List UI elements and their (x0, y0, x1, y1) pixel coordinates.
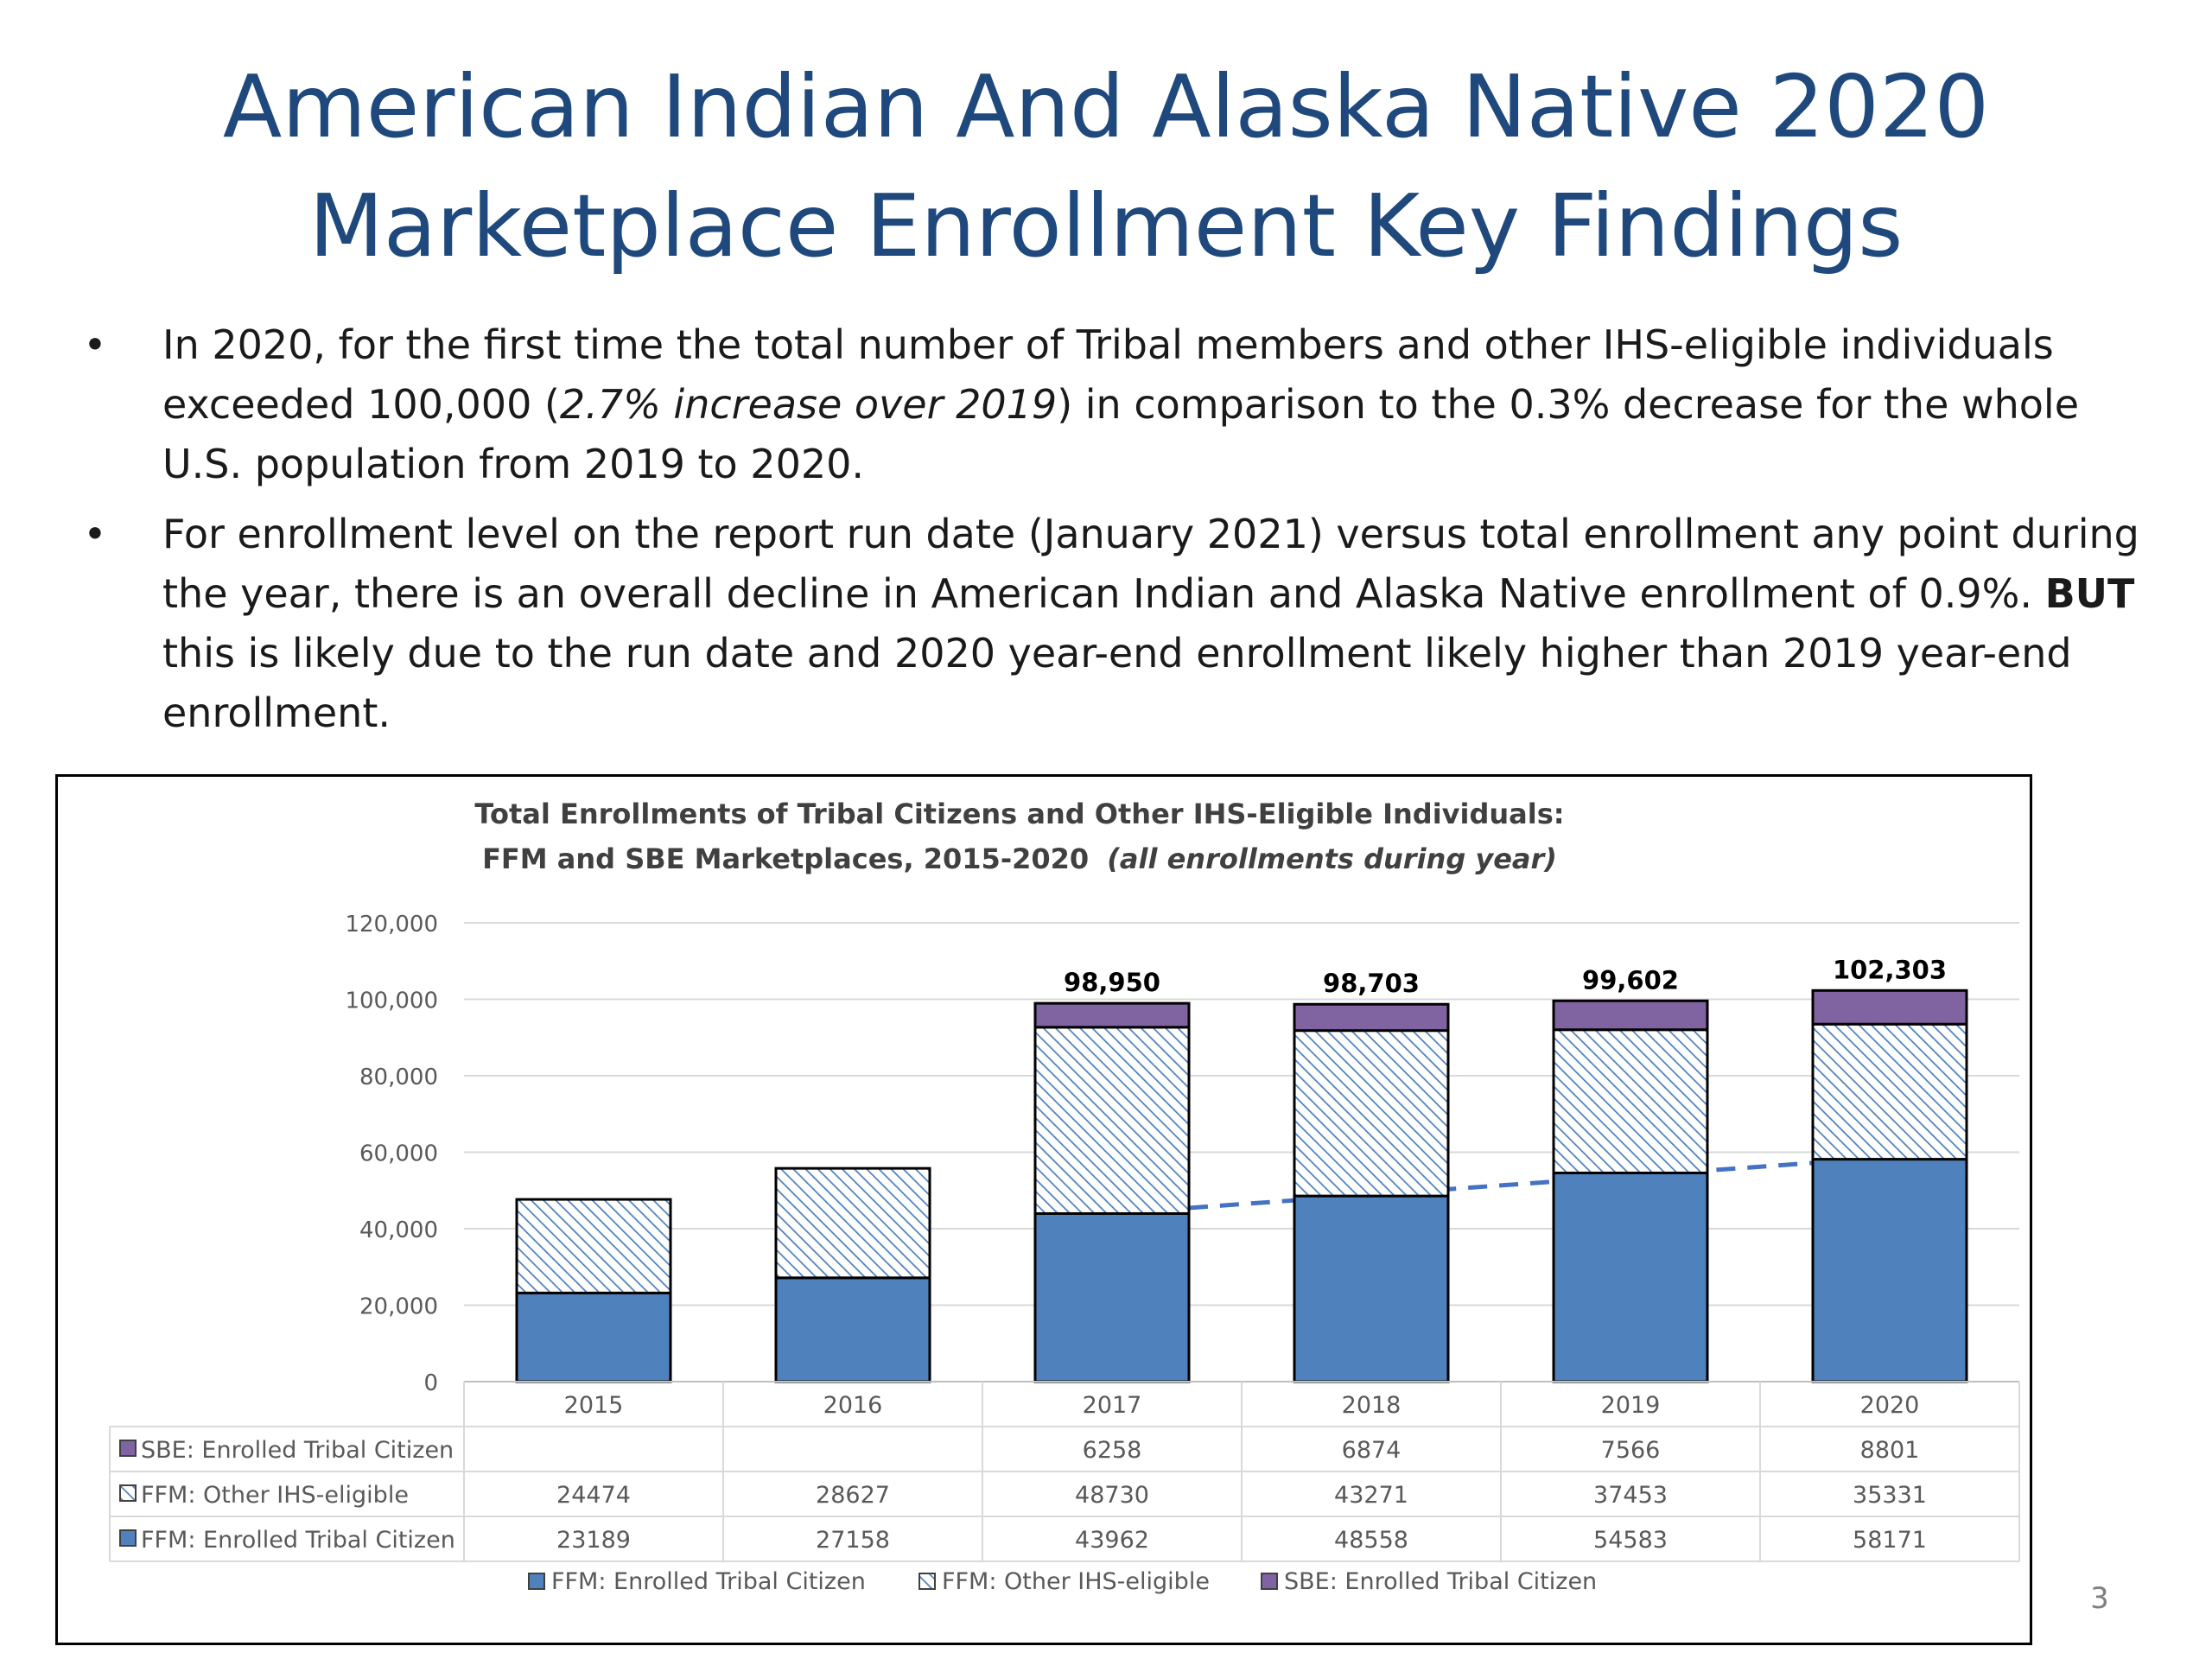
legend-label: FFM: Enrolled Tribal Citizen (551, 1568, 866, 1595)
bullet-2-text-end: this is likely due to the run date and 2… (162, 630, 2072, 736)
bar-segment-2018-sbe-enrolled (1293, 1002, 1450, 1033)
category-label-2020: 2020 (1860, 1392, 1920, 1419)
page-number: 3 (2090, 1581, 2109, 1616)
table-cell: 28627 (816, 1482, 890, 1509)
bar-segment-2020-ffm-enrolled (1811, 1158, 1968, 1383)
bar-segment-2015-ffm-enrolled (515, 1291, 672, 1383)
table-cell: 24474 (556, 1482, 631, 1509)
bar-segment-2018-ffm-other (1293, 1029, 1450, 1198)
y-tick-label: 0 (423, 1370, 438, 1396)
legend-key (918, 1573, 936, 1590)
bar-segment-2015-ffm-other (515, 1198, 672, 1294)
bullet-2-text-start: For enrollment level on the report run d… (162, 511, 2139, 617)
bullet-item-1: • In 2020, for the first time the total … (78, 315, 2152, 494)
bar-segment-2016-ffm-enrolled (774, 1276, 931, 1383)
bar-segment-2020-sbe-enrolled (1811, 988, 1968, 1026)
table-cell: 27158 (816, 1527, 890, 1554)
bar-segment-2020-ffm-other (1811, 1022, 1968, 1161)
table-cell: 8801 (1860, 1437, 1920, 1464)
table-cell: 6874 (1342, 1437, 1402, 1464)
bullet-2-bold-text: BUT (2044, 570, 2135, 617)
bullet-1-text-start: In 2020, for the first time the total nu… (162, 321, 2054, 428)
legend-key (528, 1573, 545, 1590)
data-table: 2015 2016 2017 2018 2019 2020 SBE: Enrolled Tr… (109, 1381, 2020, 1562)
table-cell: 48558 (1334, 1527, 1408, 1554)
table-cell: 54583 (1593, 1527, 1668, 1554)
bullet-list: • In 2020, for the first time the total … (78, 315, 2152, 753)
table-row-label: SBE: Enrolled Tribal Citizen (141, 1437, 454, 1464)
category-label-2018: 2018 (1342, 1392, 1402, 1419)
bar-segment-2017-sbe-enrolled (1033, 1001, 1191, 1029)
table-cell: 43271 (1334, 1482, 1408, 1509)
bullet-marker: • (83, 511, 107, 557)
bullet-item-2: • For enrollment level on the report run… (78, 505, 2152, 743)
bar-segment-2019-ffm-other (1552, 1028, 1709, 1174)
table-cell: 48730 (1075, 1482, 1149, 1509)
legend-label: SBE: Enrolled Tribal Citizen (1284, 1568, 1597, 1595)
total-label-2019: 99,602 (1582, 965, 1679, 995)
gridlines (464, 922, 2019, 1306)
chart-frame: Total Enrollments of Tribal Citizens and… (55, 774, 2032, 1645)
bar-segment-2017-ffm-other (1033, 1026, 1191, 1215)
y-tick-label: 20,000 (359, 1294, 438, 1320)
table-cell: 6258 (1083, 1437, 1142, 1464)
table-legend-key (119, 1440, 137, 1457)
slide-title-line-1: American Indian And Alaska Native 2020 (222, 56, 1990, 157)
table-cell: 43962 (1075, 1527, 1149, 1554)
table-cell: 23189 (556, 1527, 631, 1554)
y-tick-label: 80,000 (359, 1065, 438, 1090)
table-legend-key (119, 1529, 137, 1547)
category-label-2016: 2016 (823, 1392, 883, 1419)
category-label-2015: 2015 (564, 1392, 624, 1419)
total-label-2017: 98,950 (1064, 968, 1160, 997)
bars (515, 988, 1968, 1383)
table-cell: 58171 (1853, 1527, 1927, 1554)
trendline-dashed (1188, 1160, 1814, 1211)
y-axis: 0 20,000 40,000 60,000 80,000 100,000 120,000 (345, 912, 438, 1396)
trendline (1188, 1160, 1814, 1211)
table-legend-key (119, 1484, 137, 1502)
y-tick-label: 40,000 (359, 1217, 438, 1243)
total-label-2020: 102,303 (1833, 955, 1947, 984)
bullet-1-text-end: ) in comparison to the 0.3% decrease for… (162, 381, 2079, 487)
legend-label: FFM: Other IHS-eligible (942, 1568, 1210, 1595)
chart-title-line-1: Total Enrollments of Tribal Citizens and… (474, 798, 1564, 830)
bullet-marker: • (83, 321, 107, 368)
slide-title: American Indian And Alaska Native 2020 M… (0, 48, 2212, 286)
category-label-2017: 2017 (1083, 1392, 1142, 1419)
enrollment-chart: Total Enrollments of Tribal Citizens and… (109, 798, 2020, 1595)
y-tick-label: 120,000 (345, 912, 438, 938)
table-cell: 7566 (1601, 1437, 1661, 1464)
total-labels: 98,950 98,703 99,602 102,303 (1064, 955, 1947, 998)
table-cell: 37453 (1593, 1482, 1668, 1509)
table-cell: 35331 (1853, 1482, 1927, 1509)
y-tick-label: 100,000 (345, 988, 438, 1014)
slide-title-line-2: Marketplace Enrollment Key Findings (308, 175, 1904, 276)
bar-segment-2017-ffm-enrolled (1033, 1211, 1191, 1383)
bar-segment-2016-ffm-other (774, 1166, 931, 1280)
bar-segment-2019-ffm-enrolled (1552, 1171, 1709, 1383)
y-tick-label: 60,000 (359, 1141, 438, 1167)
category-label-2019: 2019 (1601, 1392, 1661, 1419)
bar-segment-2019-sbe-enrolled (1552, 999, 1709, 1032)
chart-title-line-2-text: FFM and SBE Marketplaces, 2015-2020 (482, 842, 1089, 875)
total-label-2018: 98,703 (1323, 969, 1420, 998)
bar-segment-2018-ffm-enrolled (1293, 1194, 1450, 1383)
legend-key (1261, 1573, 1278, 1590)
legend: FFM: Enrolled Tribal Citizen FFM: Other I… (528, 1568, 1597, 1595)
chart-title-line-2: FFM and SBE Marketplaces, 2015-2020 (all… (482, 842, 1557, 875)
chart-title-italic: (all enrollments during year) (1107, 842, 1557, 875)
table-row-label: FFM: Other IHS-eligible (141, 1482, 409, 1509)
bullet-1-italic-text: 2.7% increase over 2019 (559, 381, 1058, 428)
table-row-label: FFM: Enrolled Tribal Citizen (141, 1527, 455, 1554)
